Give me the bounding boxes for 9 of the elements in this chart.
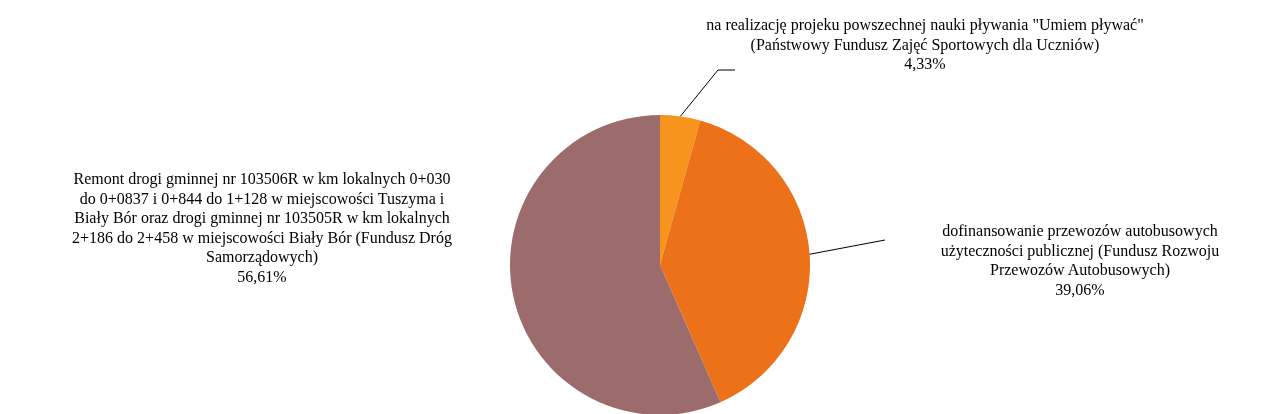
pie-slice xyxy=(510,115,721,414)
data-label: 56,61% xyxy=(237,267,287,285)
pie-slice xyxy=(660,120,810,403)
pie-slice xyxy=(660,115,701,265)
data-label: 4,33% xyxy=(904,55,946,72)
data-label: 39,06% xyxy=(1055,280,1105,298)
slice-label: dofinansowanie przewozów autobusowych użyteczności publicznej (Fundusz Rozwoju Przewozów Autobusowych) xyxy=(940,222,1220,279)
slice-label: Remont drogi gminnej nr 103506R w km lokalnych 0+030 do 0+0837 i 0+844 do 1+128 w miejscowości Tuszyma i Biały Bór oraz drogi gminnej nr 103505R w km lokalnych 2+186 do 2+458 w miejscowości Biały Bór (Fundusz Dróg Samorządowych) xyxy=(72,170,452,266)
slice-label: na realizację projeku powszechnej nauki pływania "Umiem pływać" (Państwowy Fundusz Zajęć Sportowych dla Uczniów) xyxy=(706,16,1144,54)
